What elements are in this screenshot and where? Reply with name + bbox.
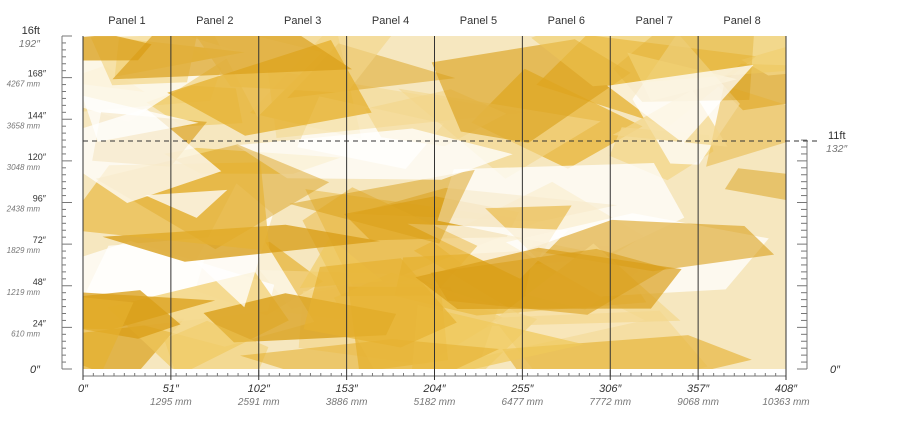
left-tick-mm-label: 4267 mm <box>7 80 41 89</box>
mural-shard <box>741 46 786 76</box>
bottom-tick-mm-label: 9068 mm <box>677 397 719 408</box>
panel-label: Panel 2 <box>196 15 233 27</box>
mural-shard <box>431 39 631 143</box>
left-tick-mm-label: 610 mm <box>11 329 40 338</box>
bottom-tick-label: 408″ <box>775 383 798 395</box>
bottom-tick-label: 51″ <box>163 383 180 395</box>
panel-label: Panel 1 <box>108 15 145 27</box>
left-tick-mm-label: 1829 mm <box>7 246 41 255</box>
mural-shard <box>83 36 152 61</box>
left-tick-label: 144″ <box>28 110 47 120</box>
bottom-tick-mm-label: 6477 mm <box>502 397 544 408</box>
bottom-tick-mm-label: 2591 mm <box>237 397 280 408</box>
bottom-tick-mm-label: 10363 mm <box>762 397 809 408</box>
right-ruler: 11ft 132″ 0″ <box>797 130 849 376</box>
left-tick-label: 72″ <box>33 235 47 245</box>
left-ruler: 16ft 192″ 0″ 168″4267 mm 144″3658 mm 120″3… <box>6 25 72 376</box>
mural-shard <box>724 168 786 200</box>
left-tick-mm-label: 2438 mm <box>6 205 41 214</box>
left-tick-mm-label: 3658 mm <box>7 121 41 130</box>
bottom-tick-mm-label: 1295 mm <box>150 397 192 408</box>
bottom-tick-label: 204″ <box>422 383 446 395</box>
panel-label: Panel 7 <box>636 15 673 27</box>
mural-shard <box>145 189 228 218</box>
left-tick-mm-label: 3048 mm <box>7 163 41 172</box>
mural-shard <box>607 64 754 144</box>
panel-labels: Panel 1 Panel 2 Panel 3 Panel 4 Panel 5 Panel… <box>108 15 760 27</box>
bottom-ruler: 0″ 51″ 1295 mm 102″ 2591 mm 153″ 3886 mm 204″ 51… <box>78 369 810 408</box>
panel-label: Panel 8 <box>723 15 760 27</box>
panel-label: Panel 3 <box>284 15 321 27</box>
left-tick-label: 24″ <box>33 318 47 328</box>
mural-shard <box>83 108 222 203</box>
bottom-tick-mm-label: 7772 mm <box>589 397 631 408</box>
left-tick-label: 168″ <box>28 69 47 79</box>
left-tick-label: 96″ <box>33 194 47 204</box>
mural-shard <box>289 169 475 244</box>
bottom-tick-label: 255″ <box>510 383 534 395</box>
panel-dividers <box>82 36 787 369</box>
left-tick-label: 120″ <box>28 152 47 162</box>
bottom-tick-mm-label: 3886 mm <box>326 397 368 408</box>
bottom-tick-label: 153″ <box>336 383 359 395</box>
panel-label: Panel 5 <box>460 15 497 27</box>
bottom-tick-label: 102″ <box>248 383 271 395</box>
mural-shard <box>164 320 269 369</box>
left-zero-label: 0″ <box>30 364 41 376</box>
bottom-tick-label: 357″ <box>687 383 710 395</box>
right-mark-ft-label: 11ft <box>828 130 846 142</box>
mural-shard <box>112 36 352 80</box>
panel-label: Panel 6 <box>548 15 585 27</box>
mural-shard <box>502 335 752 369</box>
right-zero-label: 0″ <box>830 364 841 376</box>
bottom-tick-label: 0″ <box>78 383 89 395</box>
left-top-inch-label: 192″ <box>19 38 42 50</box>
bottom-tick-label: 306″ <box>599 383 622 395</box>
mural-shard <box>83 297 134 369</box>
mural-shard <box>303 258 457 348</box>
mural-artwork <box>83 36 786 369</box>
panel-label: Panel 4 <box>372 15 409 27</box>
left-top-ft-label: 16ft <box>22 25 40 37</box>
mural-shard <box>415 247 682 309</box>
left-tick-mm-label: 1219 mm <box>7 288 41 297</box>
bottom-tick-mm-label: 5182 mm <box>414 397 456 408</box>
left-tick-label: 48″ <box>33 277 47 287</box>
right-mark-inch-label: 132″ <box>826 143 849 155</box>
